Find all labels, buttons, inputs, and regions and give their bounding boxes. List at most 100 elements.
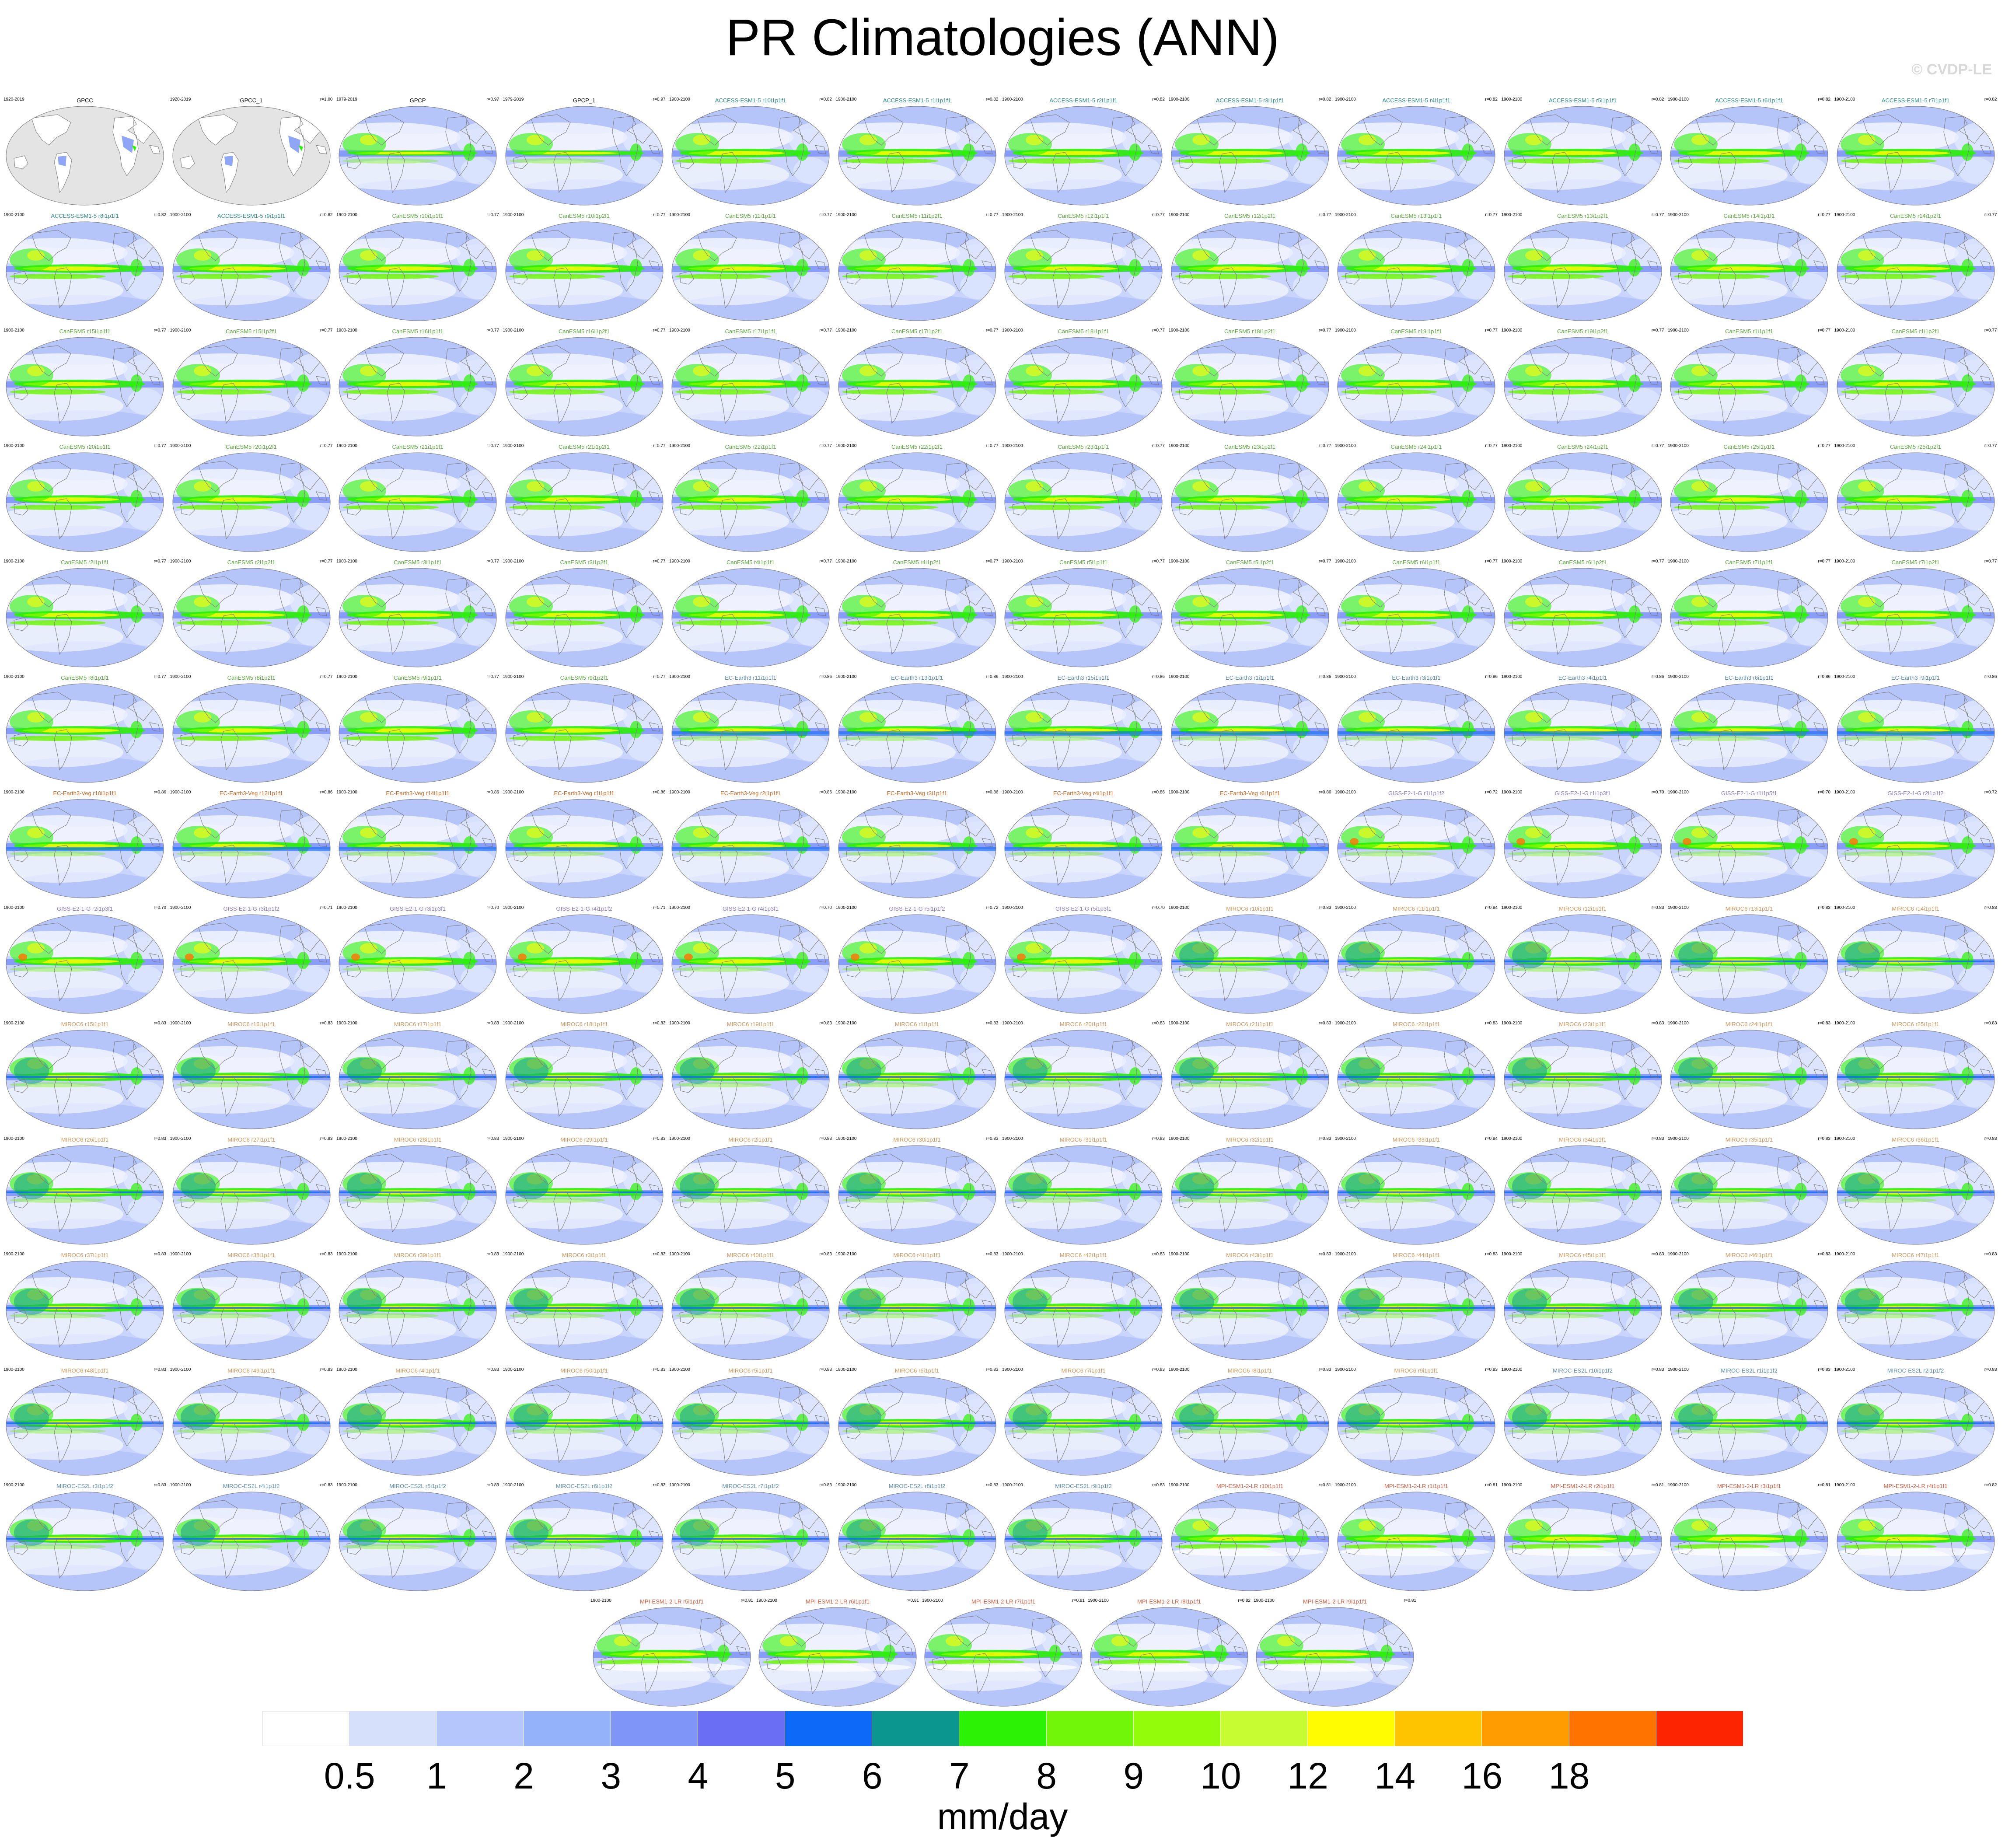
- panel-period: 1900-2100: [669, 97, 690, 102]
- panel-title: CanESM5 r25i1p1f1: [1723, 444, 1775, 450]
- panel-period: 1900-2100: [1002, 213, 1023, 217]
- panel-period: 1900-2100: [336, 674, 357, 679]
- panel-period: 1900-2100: [1501, 905, 1523, 910]
- map-panel: 1900-2100 CanESM5 r19i1p2f1 r=0.77: [1501, 328, 1665, 440]
- panel-period: 1900-2100: [1335, 1367, 1356, 1372]
- precip-map: [172, 1492, 330, 1591]
- map-panel: 1900-2100 MIROC6 r48i1p1f1 r=0.83: [3, 1367, 167, 1479]
- colorbar-tick-label: 1: [426, 1755, 447, 1796]
- precip-map: [838, 1261, 996, 1360]
- map-panel: 1900-2100 CanESM5 r2i1p2f1 r=0.77: [169, 559, 334, 671]
- panel-pattern-correlation: r=0.83: [320, 1367, 333, 1372]
- colorbar-swatch: [262, 1711, 350, 1746]
- panel-pattern-correlation: r=0.83: [154, 1367, 166, 1372]
- panel-period: 1900-2100: [1335, 905, 1356, 910]
- map-panel: 1900-2100 MIROC6 r18i1p1f1 r=0.83: [502, 1021, 667, 1132]
- map-panel: 1900-2100 MIROC6 r34i1p1f1 r=0.83: [1501, 1136, 1665, 1248]
- precip-map: [1171, 914, 1329, 1014]
- panel-period: 1900-2100: [1335, 559, 1356, 564]
- panel-period: 1900-2100: [835, 444, 857, 448]
- panel-pattern-correlation: r=0.83: [1651, 1367, 1664, 1372]
- map-panel: 1900-2100 CanESM5 r16i1p2f1 r=0.77: [502, 328, 667, 440]
- panel-title: MPI-ESM1-2-LR r6i1p1f1: [806, 1598, 870, 1605]
- panel-title: EC-Earth3 r9i1p1f1: [1891, 674, 1940, 681]
- panel-title: CanESM5 r2i1p2f1: [227, 559, 276, 566]
- panel-period: 1900-2100: [336, 1252, 357, 1257]
- panel-pattern-correlation: r=0.83: [1818, 1367, 1830, 1372]
- map-panel: 1900-2100 GISS-E2-1-G r3i1p3f1 r=0.70: [335, 905, 500, 1017]
- panel-title: EC-Earth3 r13i1p1f1: [891, 674, 943, 681]
- panel-period: 1900-2100: [3, 1483, 24, 1488]
- panel-title: CanESM5 r1i1p1f1: [1725, 328, 1773, 335]
- precip-map: [1504, 1376, 1662, 1476]
- panel-title: MIROC6 r24i1p1f1: [1725, 1021, 1773, 1027]
- precip-map: [593, 1607, 751, 1707]
- panel-pattern-correlation: r=0.77: [819, 328, 832, 333]
- panel-period: 1900-2100: [1254, 1598, 1275, 1603]
- panel-title: EC-Earth3-Veg r12i1p1f1: [219, 790, 283, 796]
- panel-title: CanESM5 r20i1p1f1: [59, 444, 111, 450]
- panel-pattern-correlation: r=0.86: [1318, 790, 1331, 795]
- panel-title: CanESM5 r8i1p2f1: [227, 674, 276, 681]
- panel-title: MIROC6 r46i1p1f1: [1725, 1252, 1773, 1258]
- precip-map: [671, 1261, 830, 1360]
- precip-map: [1004, 106, 1163, 206]
- panel-pattern-correlation: r=0.77: [653, 213, 666, 217]
- map-panel: 1900-2100 MIROC6 r24i1p1f1 r=0.83: [1667, 1021, 1831, 1132]
- panel-period: 1900-2100: [1002, 97, 1023, 102]
- precip-map: [505, 106, 663, 206]
- precip-map: [1670, 1030, 1828, 1129]
- panel-period: 1900-2100: [669, 1367, 690, 1372]
- precip-map: [339, 1145, 497, 1245]
- panel-period: 1900-2100: [1668, 213, 1689, 217]
- panel-period: 1900-2100: [1668, 559, 1689, 564]
- precip-map: [6, 1261, 164, 1360]
- panel-pattern-correlation: r=0.83: [819, 1021, 832, 1026]
- panel-title: EC-Earth3-Veg r1i1p1f1: [554, 790, 615, 796]
- panel-period: 1900-2100: [1834, 328, 1855, 333]
- panel-period: 1900-2100: [503, 213, 524, 217]
- panel-pattern-correlation: r=0.81: [906, 1598, 919, 1603]
- panel-title: GISS-E2-1-G r1i1p5f1: [1721, 790, 1777, 796]
- precip-map: [1171, 1261, 1329, 1360]
- panel-period: 1900-2100: [669, 790, 690, 795]
- panel-pattern-correlation: r=1.00: [320, 97, 333, 102]
- panel-period: 1900-2100: [1668, 1483, 1689, 1488]
- map-panel: 1900-2100 ACCESS-ESM1-5 r8i1p1f1 r=0.82: [3, 213, 167, 324]
- precip-map: [1837, 1492, 1995, 1591]
- map-panel: 1900-2100 GISS-E2-1-G r5i1p1f2 r=0.72: [835, 905, 999, 1017]
- panel-pattern-correlation: r=0.83: [1984, 1252, 1997, 1257]
- map-panel: 1900-2100 CanESM5 r5i1p2f1 r=0.77: [1168, 559, 1332, 671]
- panel-period: 1900-2100: [835, 1021, 857, 1026]
- panel-pattern-correlation: r=0.83: [653, 1367, 666, 1372]
- map-panel: 1900-2100 EC-Earth3 r13i1p1f1 r=0.86: [835, 674, 999, 786]
- panel-title: MIROC6 r20i1p1f1: [1059, 1021, 1107, 1027]
- panel-pattern-correlation: r=0.83: [1818, 905, 1830, 910]
- panel-period: 1900-2100: [1834, 97, 1855, 102]
- panel-pattern-correlation: r=0.86: [985, 790, 999, 795]
- map-panel: 1900-2100 ACCESS-ESM1-5 r1i1p1f1 r=0.82: [835, 97, 999, 209]
- panel-period: 1900-2100: [669, 1483, 690, 1488]
- panel-pattern-correlation: r=0.83: [154, 1021, 166, 1026]
- panel-pattern-correlation: r=0.72: [1984, 790, 1997, 795]
- colorbar-tick-label: 4: [688, 1755, 709, 1796]
- panel-pattern-correlation: r=0.83: [819, 1136, 832, 1141]
- precip-map: [505, 1261, 663, 1360]
- map-panel: 1900-2100 MIROC6 r36i1p1f1 r=0.83: [1834, 1136, 1998, 1248]
- panel-title: CanESM5 r5i1p1f1: [1059, 559, 1107, 566]
- map-panel: 1900-2100 EC-Earth3-Veg r2i1p1f1 r=0.86: [668, 790, 833, 901]
- panel-pattern-correlation: r=0.82: [1984, 97, 1997, 102]
- panel-title: GISS-E2-1-G r4i1p3f1: [723, 905, 779, 912]
- panel-pattern-correlation: r=0.86: [1651, 674, 1664, 679]
- panel-period: 1900-2100: [1002, 559, 1023, 564]
- panel-pattern-correlation: r=0.77: [1152, 328, 1165, 333]
- panel-title: ACCESS-ESM1-5 r3i1p1f1: [1216, 97, 1284, 104]
- panel-pattern-correlation: r=0.77: [985, 213, 999, 217]
- panel-period: 1900-2100: [503, 559, 524, 564]
- panel-period: 1900-2100: [3, 559, 24, 564]
- map-panel: 1900-2100 MIROC6 r28i1p1f1 r=0.83: [335, 1136, 500, 1248]
- precip-map: [671, 1492, 830, 1591]
- map-panel: 1900-2100 MIROC6 r49i1p1f1 r=0.83: [169, 1367, 334, 1479]
- panel-title: CanESM5 r16i1p2f1: [558, 328, 610, 335]
- map-panel: 1900-2100 CanESM5 r18i1p2f1 r=0.77: [1168, 328, 1332, 440]
